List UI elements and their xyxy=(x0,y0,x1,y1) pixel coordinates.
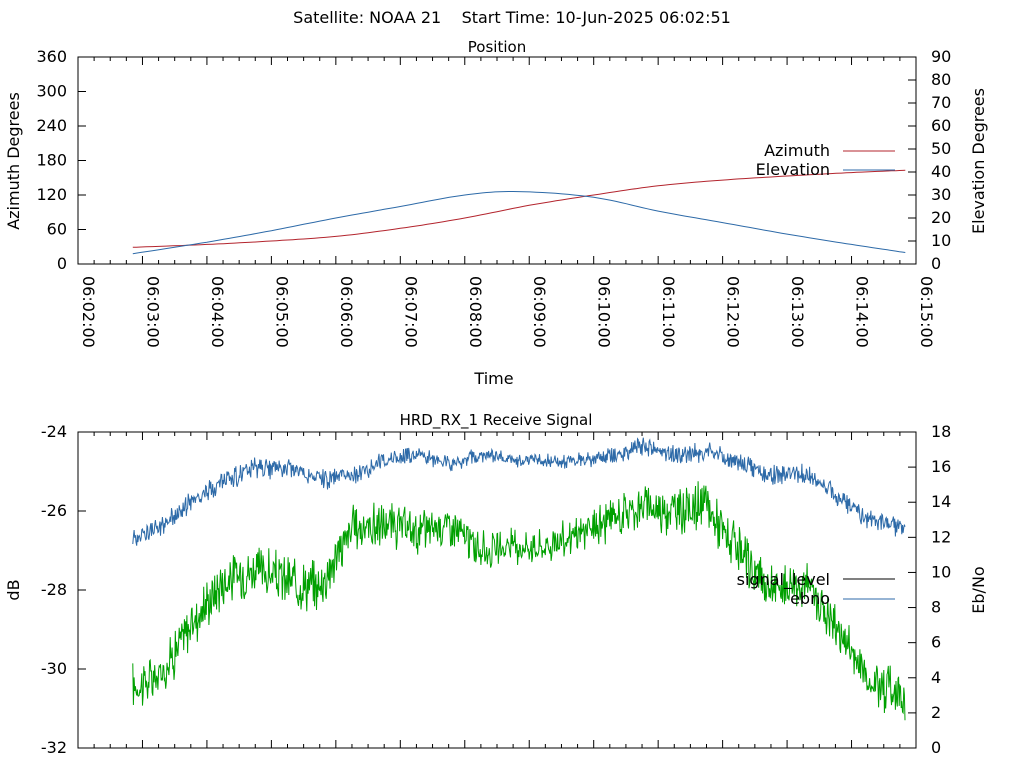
azimuth-axis: 0 60 120 180 240 300 360 xyxy=(36,47,86,273)
y2-tick-label: 8 xyxy=(931,598,941,617)
receive-signal-legend: signal_level ebno xyxy=(737,570,895,608)
y2-tick-label: 80 xyxy=(931,70,951,89)
time-axis: 06:02:00 06:03:00 06:04:00 06:05:00 06:06:00… xyxy=(79,276,936,348)
y-tick-label: -24 xyxy=(41,422,67,441)
time-axis-minor-ticks-2 xyxy=(77,432,917,748)
position-chart-title: Position xyxy=(468,38,526,56)
y2-tick-label: 18 xyxy=(931,422,951,441)
ebno-axis: 0 2 4 6 8 10 12 14 16 18 xyxy=(908,422,951,757)
figure-title: Satellite: NOAA 21 Start Time: 10-Jun-20… xyxy=(293,8,731,27)
y2-tick-label: 40 xyxy=(931,162,951,181)
elevation-axis: 0 10 20 30 40 50 60 70 80 90 xyxy=(908,47,951,273)
receive-signal-chart-title: HRD_RX_1 Receive Signal xyxy=(400,411,593,430)
y-tick-label: 0 xyxy=(57,254,67,273)
legend-label-signal-level: signal_level xyxy=(737,570,830,590)
y-tick-label: -26 xyxy=(41,501,67,520)
y-tick-label: 360 xyxy=(36,47,67,66)
y2-tick-label: 10 xyxy=(931,231,951,250)
x-tick-label: 06:05:00 xyxy=(272,276,291,348)
y2-tick-label: 20 xyxy=(931,208,951,227)
y2-tick-label: 12 xyxy=(931,527,951,546)
y2-tick-label: 6 xyxy=(931,633,941,652)
y-tick-label: 240 xyxy=(36,116,67,135)
y2-tick-label: 50 xyxy=(931,139,951,158)
db-axis: -24 -26 -28 -30 -32 xyxy=(41,422,86,757)
y-tick-label: -28 xyxy=(41,580,67,599)
y2-tick-label: 90 xyxy=(931,47,951,66)
y-tick-label: 60 xyxy=(47,220,67,239)
y2-tick-label: 16 xyxy=(931,457,951,476)
series-ebno xyxy=(132,437,906,546)
x-tick-label: 06:10:00 xyxy=(595,276,614,348)
x-tick-label: 06:08:00 xyxy=(466,276,485,348)
x-tick-label: 06:07:00 xyxy=(401,276,420,348)
y2-tick-label: 60 xyxy=(931,116,951,135)
x-tick-label: 06:02:00 xyxy=(79,276,98,348)
legend-label-azimuth: Azimuth xyxy=(764,141,830,160)
position-chart: Position 0 60 120 180 240 300 360 0 10 20 30 40 50 6… xyxy=(4,38,988,388)
position-legend: Azimuth Elevation xyxy=(756,141,895,179)
y2-tick-label: 0 xyxy=(931,738,941,757)
x-tick-label: 06:09:00 xyxy=(530,276,549,348)
legend-label-ebno: ebno xyxy=(790,589,830,608)
y2-tick-label: 2 xyxy=(931,703,941,722)
y2-tick-label: 70 xyxy=(931,93,951,112)
elevation-axis-label: Elevation Degrees xyxy=(969,88,988,234)
y-tick-label: -30 xyxy=(41,659,67,678)
azimuth-axis-label: Azimuth Degrees xyxy=(4,92,23,230)
position-series xyxy=(132,169,906,255)
y-tick-label: -32 xyxy=(41,738,67,757)
y2-tick-label: 14 xyxy=(931,492,951,511)
receive-signal-chart: HRD_RX_1 Receive Signal -24-26-28-30-32 … xyxy=(4,411,988,757)
legend-label-elevation: Elevation xyxy=(756,160,830,179)
x-tick-label: 06:06:00 xyxy=(337,276,356,348)
y-tick-label: 300 xyxy=(36,82,67,101)
receive-signal-series xyxy=(132,437,906,721)
y2-tick-label: 10 xyxy=(931,562,951,581)
y-tick-label: 120 xyxy=(36,185,67,204)
x-tick-label: 06:14:00 xyxy=(853,276,872,348)
y2-tick-label: 0 xyxy=(931,254,941,273)
time-axis-label: Time xyxy=(473,369,513,388)
x-tick-label: 06:13:00 xyxy=(788,276,807,348)
x-tick-label: 06:15:00 xyxy=(917,276,936,348)
ebno-axis-label: Eb/No xyxy=(969,566,988,613)
x-tick-label: 06:03:00 xyxy=(143,276,162,348)
series-elevation xyxy=(132,191,906,255)
x-tick-label: 06:11:00 xyxy=(659,276,678,348)
y-tick-label: 180 xyxy=(36,151,67,170)
series-azimuth xyxy=(132,169,906,248)
x-tick-label: 06:04:00 xyxy=(208,276,227,348)
time-axis-minor-ticks xyxy=(77,57,917,264)
x-tick-label: 06:12:00 xyxy=(724,276,743,348)
y2-tick-label: 4 xyxy=(931,668,941,687)
y2-tick-label: 30 xyxy=(931,185,951,204)
db-axis-label: dB xyxy=(4,579,23,600)
series-signal-trace xyxy=(132,481,906,721)
